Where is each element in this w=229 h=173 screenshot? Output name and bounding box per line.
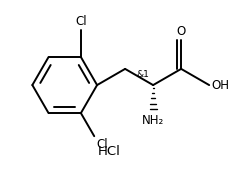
Text: Cl: Cl: [96, 138, 107, 151]
Text: OH: OH: [210, 79, 228, 92]
Text: O: O: [176, 25, 185, 38]
Text: &1: &1: [136, 70, 149, 79]
Text: Cl: Cl: [75, 16, 86, 29]
Text: NH₂: NH₂: [141, 114, 164, 127]
Text: HCl: HCl: [98, 145, 120, 158]
